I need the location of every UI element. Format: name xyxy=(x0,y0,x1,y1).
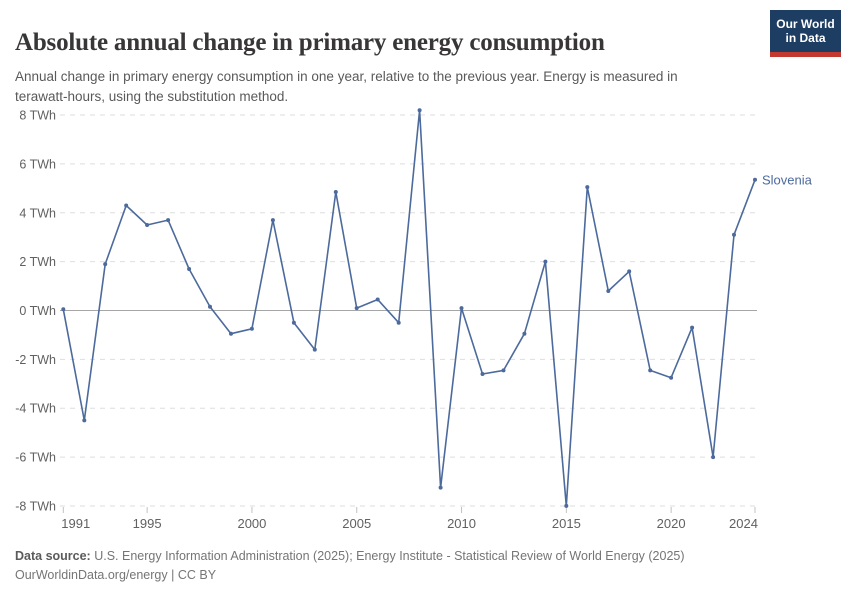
owid-logo-red-bar xyxy=(770,52,841,57)
owid-logo[interactable]: Our World in Data xyxy=(770,10,841,57)
y-axis-label: 2 TWh xyxy=(19,255,56,269)
y-axis-label: 0 TWh xyxy=(19,304,56,318)
x-axis-label: 2015 xyxy=(552,516,581,531)
data-point[interactable] xyxy=(522,331,527,336)
data-point[interactable] xyxy=(82,418,87,423)
datasource-text: U.S. Energy Information Administration (… xyxy=(90,549,685,563)
data-point[interactable] xyxy=(501,368,506,373)
datasource-line: Data source: U.S. Energy Information Adm… xyxy=(15,547,845,566)
datasource-label: Data source: xyxy=(15,549,91,563)
y-axis-label: -2 TWh xyxy=(15,353,56,367)
owid-logo-line2: in Data xyxy=(785,31,826,45)
data-point[interactable] xyxy=(208,304,212,309)
x-axis-label: 2020 xyxy=(657,516,686,531)
y-axis-label: -6 TWh xyxy=(15,451,56,465)
data-point[interactable] xyxy=(375,297,380,302)
page-title: Absolute annual change in primary energy… xyxy=(15,28,605,56)
x-axis-label: 1991 xyxy=(61,516,90,531)
owid-logo-text: Our World in Data xyxy=(770,10,841,52)
y-axis-label: 8 TWh xyxy=(19,109,56,123)
data-point[interactable] xyxy=(585,185,590,190)
data-point[interactable] xyxy=(753,177,757,182)
data-point[interactable] xyxy=(124,203,129,208)
data-point[interactable] xyxy=(166,218,171,223)
data-point[interactable] xyxy=(61,307,66,312)
data-point[interactable] xyxy=(669,375,674,380)
data-point[interactable] xyxy=(648,368,653,373)
chart-footer: Data source: U.S. Energy Information Adm… xyxy=(15,547,845,585)
data-point[interactable] xyxy=(732,232,736,237)
data-point[interactable] xyxy=(627,269,632,274)
data-point[interactable] xyxy=(270,218,275,223)
series-line xyxy=(62,109,756,507)
data-point[interactable] xyxy=(249,326,254,331)
data-point[interactable] xyxy=(312,347,317,352)
chart-subtitle: Annual change in primary energy consumpt… xyxy=(15,68,678,104)
data-point[interactable] xyxy=(187,267,192,271)
data-point[interactable] xyxy=(606,289,611,293)
data-point[interactable] xyxy=(438,485,443,490)
data-point[interactable] xyxy=(103,262,108,267)
data-point[interactable] xyxy=(417,108,422,113)
x-axis-label: 1995 xyxy=(133,516,162,531)
data-point[interactable] xyxy=(543,259,548,264)
data-point[interactable] xyxy=(690,325,695,330)
license-line: OurWorldinData.org/energy | CC BY xyxy=(15,566,845,585)
owid-energy-link[interactable]: OurWorldinData.org/energy xyxy=(15,568,168,582)
y-axis-label: 6 TWh xyxy=(19,157,56,171)
data-point[interactable] xyxy=(396,320,401,325)
x-axis-label: 2000 xyxy=(237,516,266,531)
data-point[interactable] xyxy=(145,223,150,227)
y-axis-label: -4 TWh xyxy=(15,402,56,416)
owid-logo-line1: Our World xyxy=(776,17,835,31)
y-axis-label: 4 TWh xyxy=(19,206,56,220)
data-point[interactable] xyxy=(459,306,464,311)
x-axis-label: 2010 xyxy=(447,516,476,531)
x-axis-label: 2005 xyxy=(342,516,371,531)
data-point[interactable] xyxy=(291,320,296,325)
data-point[interactable] xyxy=(480,372,485,376)
data-point[interactable] xyxy=(564,503,569,508)
data-point[interactable] xyxy=(711,455,716,460)
x-axis-label: 2024 xyxy=(729,516,758,531)
data-point[interactable] xyxy=(229,331,233,336)
data-point[interactable] xyxy=(354,306,359,311)
y-axis-label: -8 TWh xyxy=(15,499,56,513)
data-point[interactable] xyxy=(333,190,338,194)
series-label: Slovenia xyxy=(762,172,813,187)
cc-by-link[interactable]: CC BY xyxy=(177,568,217,582)
line-chart-canvas[interactable]: 8 TWh 6 TWh 4 TWh 2 TWh 0 TWh -2 TWh -4 TWh -6 … xyxy=(0,95,850,545)
footer-separator: | xyxy=(167,568,178,582)
